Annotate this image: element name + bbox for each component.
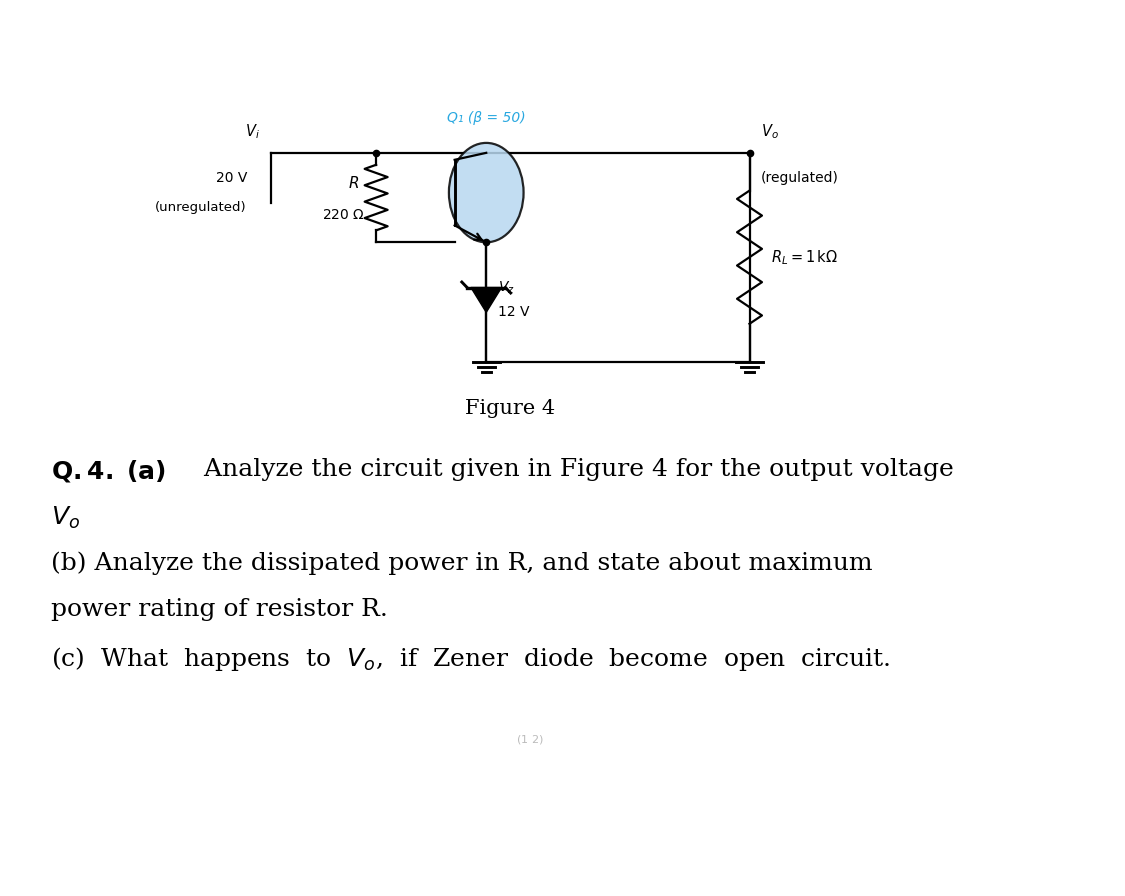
- Text: Figure 4: Figure 4: [465, 399, 556, 418]
- Text: power rating of resistor R.: power rating of resistor R.: [51, 598, 387, 621]
- Text: $V_o$: $V_o$: [760, 122, 778, 141]
- Text: (b) Analyze the dissipated power in R, and state about maximum: (b) Analyze the dissipated power in R, a…: [51, 551, 872, 575]
- Text: $R_L = 1\,\mathrm{k}\Omega$: $R_L = 1\,\mathrm{k}\Omega$: [771, 248, 837, 266]
- Text: $V_i$: $V_i$: [244, 122, 260, 141]
- Text: 20 V: 20 V: [216, 171, 246, 185]
- Text: $R$: $R$: [348, 175, 359, 191]
- Text: 220 $\Omega$: 220 $\Omega$: [322, 209, 365, 222]
- Text: Analyze the circuit given in Figure 4 for the output voltage: Analyze the circuit given in Figure 4 fo…: [196, 458, 954, 481]
- Text: $V_o$: $V_o$: [51, 504, 80, 530]
- Polygon shape: [471, 288, 502, 313]
- Ellipse shape: [449, 142, 523, 242]
- Text: (unregulated): (unregulated): [155, 201, 246, 213]
- Text: $V_z$: $V_z$: [497, 280, 514, 297]
- Text: 12 V: 12 V: [497, 305, 529, 319]
- Text: $(1\ 2)$: $(1\ 2)$: [515, 733, 543, 745]
- Text: Q₁ (β = 50): Q₁ (β = 50): [447, 111, 525, 125]
- Text: (c)  What  happens  to  $V_o$,  if  Zener  diode  become  open  circuit.: (c) What happens to $V_o$, if Zener diod…: [51, 645, 890, 673]
- Text: (regulated): (regulated): [760, 171, 839, 185]
- Text: $\mathbf{Q.4.\ (a)}$: $\mathbf{Q.4.\ (a)}$: [51, 458, 165, 484]
